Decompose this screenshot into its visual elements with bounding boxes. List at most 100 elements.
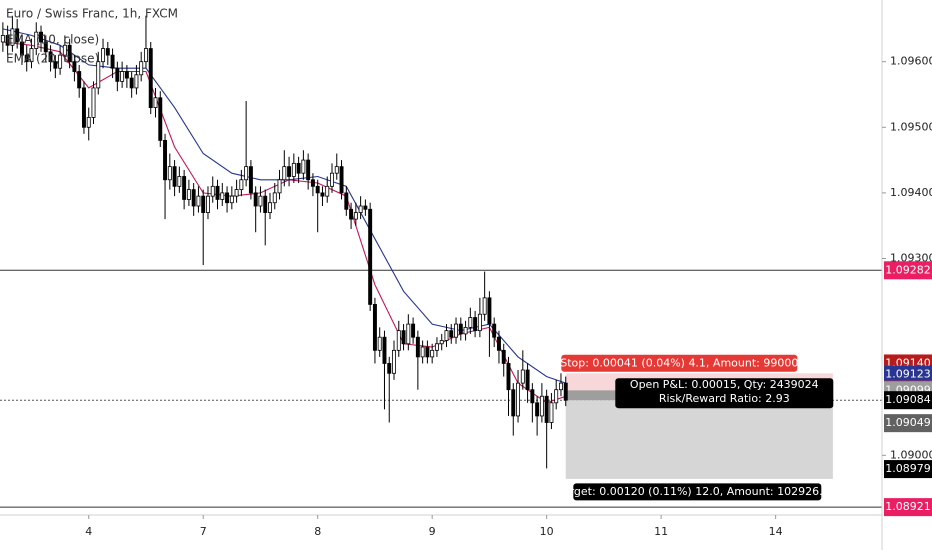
candle-body (15, 28, 20, 43)
candle-body (34, 31, 39, 49)
candle-body (258, 195, 263, 207)
candle-body (196, 195, 201, 207)
candle-body (487, 297, 492, 325)
candle-body (444, 330, 449, 341)
stop-label: Stop: 0.00041 (0.04%) 4.1, Amount: 99000 (560, 356, 798, 369)
candle-body (516, 382, 521, 417)
candle-body (244, 166, 249, 181)
candle-body (454, 323, 459, 338)
candle-body (0, 35, 5, 43)
candle-body (158, 97, 163, 141)
y-tick-label: 1.09600 (890, 55, 932, 68)
candle-body (525, 369, 530, 391)
candle-body (468, 317, 473, 328)
y-tick-label: 1.09300 (890, 251, 932, 264)
candle-body (549, 402, 554, 423)
candle-body (558, 382, 563, 391)
candle-body (191, 189, 196, 207)
candle-body (67, 44, 72, 63)
candle-body (5, 35, 10, 46)
candle-body (24, 54, 29, 63)
candle-body (163, 139, 168, 181)
price-label: 1.09084 (885, 393, 931, 406)
candle-body (320, 192, 325, 197)
candle-body (206, 195, 210, 213)
candle-body (220, 192, 225, 200)
x-tick-label: 14 (769, 525, 783, 538)
legend-entry: EMA (20, close) (6, 52, 99, 66)
pnl-box (615, 378, 834, 409)
y-tick-label: 1.09500 (890, 120, 932, 133)
candle-body (430, 349, 435, 358)
x-tick-label: 9 (429, 525, 436, 538)
candle-body (167, 166, 172, 181)
candle-body (53, 61, 58, 69)
candle-body (19, 41, 24, 56)
stop-label-box (561, 354, 798, 372)
y-tick-label: 1.09400 (890, 186, 932, 199)
price-label-box (884, 460, 932, 479)
x-tick-label: 11 (654, 525, 668, 538)
candle-body (377, 336, 382, 351)
candle-body (48, 51, 53, 63)
candle-body (134, 74, 139, 89)
candle-body (43, 41, 48, 53)
candle-body (458, 323, 463, 335)
target-zone (565, 400, 833, 479)
candle-body (387, 363, 392, 374)
candle-body (330, 172, 334, 187)
candle-body (482, 297, 487, 315)
candle-body (263, 195, 268, 213)
candle-body (58, 54, 63, 69)
candle-body (177, 176, 182, 187)
candle-body (272, 192, 277, 204)
candle-body (349, 208, 354, 220)
candle-body (506, 363, 511, 391)
candle-body (225, 192, 230, 204)
candle-body (449, 330, 454, 338)
candle-body (315, 185, 320, 194)
candle-body (182, 176, 187, 200)
candle-body (339, 166, 344, 194)
candle-body (77, 71, 82, 89)
plot-area: Stop: 0.00041 (0.04%) 4.1, Amount: 99000… (0, 15, 882, 508)
candle-body (96, 61, 101, 89)
candle-body (10, 28, 15, 46)
candle-body (325, 185, 330, 197)
candle-body (248, 166, 253, 194)
candle-body (473, 317, 478, 332)
candle-body (334, 166, 339, 174)
legend-entry: EMA (10, close) (6, 33, 99, 47)
candle-body (253, 192, 258, 207)
candle-body (101, 48, 106, 63)
candle-body (229, 195, 234, 204)
candle-body (544, 395, 549, 423)
candle-body (477, 313, 482, 332)
y-tick-label: 1.09000 (890, 448, 932, 461)
x-tick-label: 7 (200, 525, 207, 538)
candle-body (420, 346, 425, 358)
candle-body (282, 166, 287, 181)
candle-body (291, 162, 296, 177)
candle-body (277, 179, 282, 194)
price-label-box (884, 498, 932, 517)
pnl-label: Open P&L: 0.00015, Qty: 2439024 (630, 378, 819, 391)
candle-body (411, 323, 416, 338)
price-label: 1.08979 (885, 462, 931, 475)
candle-body (148, 48, 153, 108)
candle-body (234, 189, 239, 197)
candle-body (201, 195, 206, 213)
price-label-box (884, 261, 932, 280)
candle-body (535, 402, 540, 417)
price-label: 1.09282 (885, 263, 931, 276)
candle-body (401, 330, 406, 345)
candle-body (105, 48, 110, 56)
candle-body (210, 185, 215, 197)
candle-body (301, 159, 306, 174)
candle-body (358, 205, 363, 213)
candle-body (39, 31, 43, 43)
candle-body (368, 208, 373, 305)
candle-body (124, 71, 129, 79)
price-label-box (884, 365, 932, 384)
